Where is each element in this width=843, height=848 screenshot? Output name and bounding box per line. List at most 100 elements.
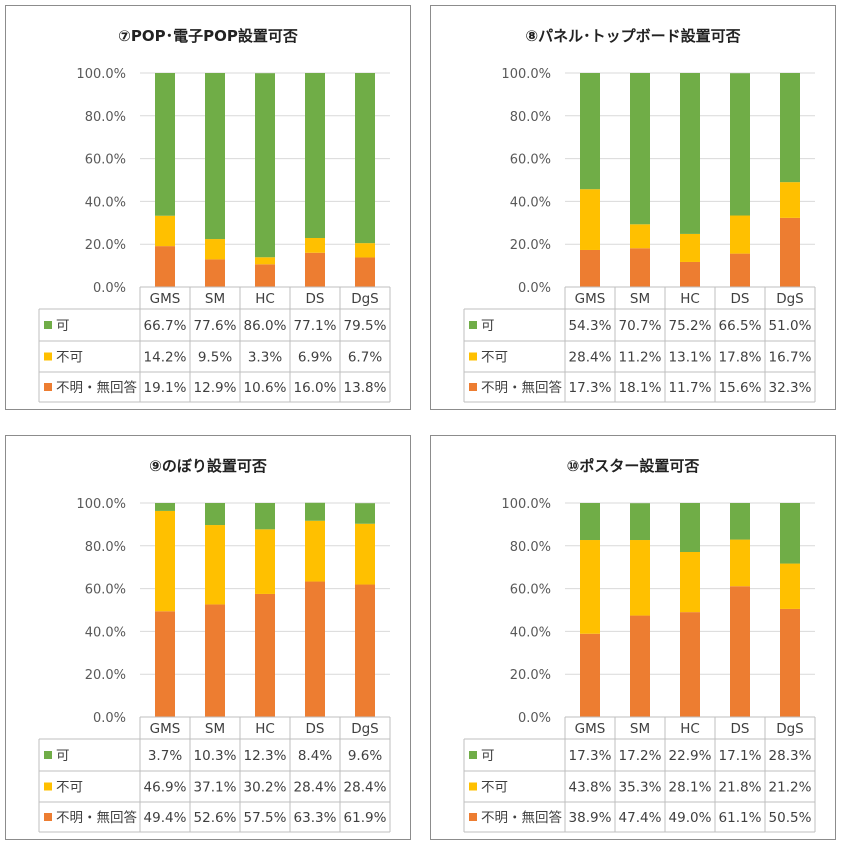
chart2-data-label: 52.6% — [194, 810, 237, 826]
chart-10-svg: ⑩ポスター設置可否 100.0% 80.0% 60.0% 40.0% 20.0% 0.0% G… — [463, 457, 816, 833]
chart2-bar-SM-s0 — [205, 503, 225, 526]
chart1-data-label: 13.1% — [669, 350, 712, 366]
chart1-y-tick-label: 60.0% — [510, 153, 551, 168]
chart2-bar-DS-s2 — [305, 581, 325, 717]
chart1-bar-DS-s0 — [730, 73, 750, 216]
chart0-bar-DgS-s0 — [355, 73, 375, 244]
chart1-data-label: 54.3% — [569, 318, 612, 334]
chart1-y-tick-label: 40.0% — [510, 195, 551, 210]
chart1-data-label: 51.0% — [769, 318, 812, 334]
chart0-bar-GMS-s0 — [155, 73, 175, 216]
chart0-data-label: 77.1% — [294, 318, 337, 334]
chart3-data-label: 43.8% — [569, 780, 612, 796]
chart3-bar-SM-s1 — [630, 540, 650, 616]
chart1-data-label: 16.7% — [769, 350, 812, 366]
chart0-bar-DS-s0 — [305, 73, 325, 238]
chart3-data-label: 21.2% — [769, 780, 812, 796]
chart0-y-tick-label: 80.0% — [85, 110, 126, 125]
chart0-y-tick-label: 60.0% — [85, 153, 126, 168]
chart3-category-label: DgS — [776, 721, 804, 737]
chart0-data-label: 6.7% — [348, 350, 382, 366]
chart2-data-label: 63.3% — [294, 810, 337, 826]
chart1-data-label: 70.7% — [619, 318, 662, 334]
chart2-data-label: 8.4% — [298, 748, 332, 764]
chart2-y-tick-label: 40.0% — [85, 625, 126, 640]
chart3-data-label: 35.3% — [619, 780, 662, 796]
chart2-category-label: HC — [255, 721, 275, 737]
chart0-bar-HC-s1 — [255, 257, 275, 265]
chart1-bar-DS-s2 — [730, 253, 750, 287]
chart0-data-label: 13.8% — [344, 380, 387, 396]
chart3-data-label: 61.1% — [719, 810, 762, 826]
chart0-data-label: 19.1% — [144, 380, 187, 396]
chart0-title: ⑦POP･電子POP設置可否 — [118, 27, 298, 45]
chart3-y-tick-label: 100.0% — [501, 497, 551, 512]
chart1-data-label: 66.5% — [719, 318, 762, 334]
chart1-data-label: 28.4% — [569, 350, 612, 366]
chart0-series-name: 不可 — [56, 350, 83, 366]
chart0-bar-DS-s2 — [305, 252, 325, 287]
chart1-data-label: 32.3% — [769, 380, 812, 396]
chart3-data-label: 50.5% — [769, 810, 812, 826]
chart2-data-label: 49.4% — [144, 810, 187, 826]
chart3-bar-DgS-s0 — [780, 503, 800, 564]
chart2-bar-HC-s2 — [255, 593, 275, 717]
chart3-series-name: 可 — [481, 748, 495, 764]
chart3-data-label: 47.4% — [619, 810, 662, 826]
chart3-data-label: 21.8% — [719, 780, 762, 796]
chart1-data-label: 18.1% — [619, 380, 662, 396]
chart1-bar-GMS-s2 — [580, 249, 600, 287]
chart2-data-label: 28.4% — [294, 780, 337, 796]
chart1-category-label: GMS — [575, 291, 606, 307]
chart1-legend-key — [469, 352, 477, 361]
chart3-data-label: 38.9% — [569, 810, 612, 826]
chart1-title: ⑧パネル･トップボード設置可否 — [525, 27, 740, 45]
chart0-data-label: 79.5% — [344, 318, 387, 334]
chart2-data-label: 61.9% — [344, 810, 387, 826]
chart1-y-tick-label: 100.0% — [501, 67, 551, 82]
chart1-data-label: 75.2% — [669, 318, 712, 334]
chart0-bar-SM-s2 — [205, 259, 225, 287]
chart2-series-name: 不明・無回答 — [56, 809, 137, 826]
chart3-y-tick-label: 0.0% — [518, 711, 551, 726]
chart0-bar-HC-s0 — [255, 73, 275, 258]
chart0-y-tick-label: 100.0% — [76, 67, 126, 82]
chart-panel-9: ⑨のぼり設置可否 100.0% 80.0% 60.0% 40.0% 20.0% 0.0% GM… — [5, 435, 411, 840]
chart2-series-name: 不可 — [56, 780, 83, 796]
chart-7-svg: ⑦POP･電子POP設置可否 100.0% 80.0% 60.0% 40.0% 20.0%… — [38, 27, 391, 403]
chart2-y-tick-label: 80.0% — [85, 540, 126, 555]
chart3-data-label: 49.0% — [669, 810, 712, 826]
chart1-series-name: 不可 — [481, 350, 508, 366]
chart1-bar-DgS-s0 — [780, 73, 800, 183]
chart2-bar-DgS-s2 — [355, 584, 375, 717]
chart0-data-label: 3.3% — [248, 350, 282, 366]
chart2-y-tick-label: 20.0% — [85, 668, 126, 683]
chart2-legend-key — [44, 782, 52, 791]
chart2-bar-GMS-s0 — [155, 503, 175, 511]
chart1-bar-HC-s0 — [680, 73, 700, 234]
chart0-category-label: GMS — [150, 291, 181, 307]
chart3-bar-SM-s2 — [630, 615, 650, 717]
chart-panel-10: ⑩ポスター設置可否 100.0% 80.0% 60.0% 40.0% 20.0% 0.0% G… — [430, 435, 836, 840]
chart1-bar-SM-s0 — [630, 73, 650, 225]
chart-panel-7: ⑦POP･電子POP設置可否 100.0% 80.0% 60.0% 40.0% 20.0%… — [5, 5, 411, 410]
chart1-bar-HC-s2 — [680, 261, 700, 287]
chart2-data-label: 28.4% — [344, 780, 387, 796]
chart1-bar-SM-s2 — [630, 248, 650, 287]
chart3-category-label: HC — [680, 721, 700, 737]
chart2-data-label: 57.5% — [244, 810, 287, 826]
chart3-bar-SM-s0 — [630, 503, 650, 541]
chart3-y-tick-label: 40.0% — [510, 625, 551, 640]
chart2-series-name: 可 — [56, 748, 70, 764]
chart3-bar-GMS-s0 — [580, 503, 600, 541]
chart3-bar-DgS-s2 — [780, 608, 800, 717]
chart2-data-label: 9.6% — [348, 748, 382, 764]
chart3-data-label: 17.3% — [569, 748, 612, 764]
chart3-data-label: 28.1% — [669, 780, 712, 796]
chart0-bar-GMS-s2 — [155, 246, 175, 287]
chart0-category-label: HC — [255, 291, 275, 307]
chart1-y-tick-label: 20.0% — [510, 238, 551, 253]
chart3-data-label: 28.3% — [769, 748, 812, 764]
chart1-category-label: HC — [680, 291, 700, 307]
chart1-data-label: 17.8% — [719, 350, 762, 366]
